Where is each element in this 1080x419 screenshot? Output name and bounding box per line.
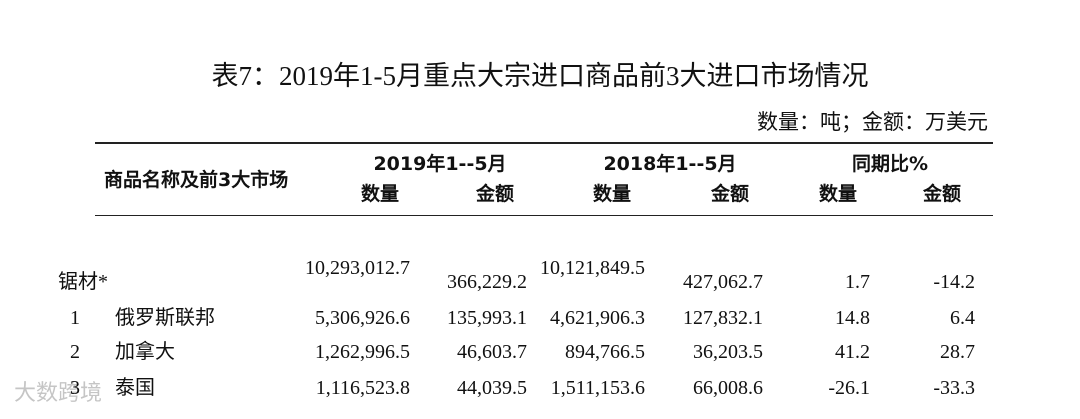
table-cell: 366,229.2 <box>447 271 527 293</box>
group-header: 2018年1--5月 <box>603 153 737 175</box>
table-cell: -14.2 <box>933 271 975 293</box>
table-cell: 127,832.1 <box>683 307 763 329</box>
row-rank: 1 <box>70 307 80 329</box>
name-header: 商品名称及前3大市场 <box>104 169 289 191</box>
table-cell: 46,603.7 <box>457 341 527 363</box>
header-rule <box>95 215 993 216</box>
title: 表7：2019年1-5月重点大宗进口商品前3大进口市场情况 <box>211 61 869 91</box>
row-name: 锯材* <box>58 271 108 293</box>
row-name: 加拿大 <box>115 341 175 363</box>
unit-note: 数量：吨；金额：万美元 <box>757 110 988 134</box>
group-header: 2019年1--5月 <box>373 153 507 175</box>
table-cell: 427,062.7 <box>683 271 763 293</box>
table-cell: 14.8 <box>835 307 870 329</box>
top-rule <box>95 142 993 144</box>
table-cell: 36,203.5 <box>693 341 763 363</box>
row-name: 俄罗斯联邦 <box>115 307 215 329</box>
table-cell: 10,293,012.7 <box>305 257 410 279</box>
row-rank: 3 <box>70 377 80 399</box>
sub-header: 数量 <box>360 183 399 205</box>
table-cell: 1,116,523.8 <box>315 377 410 399</box>
table-cell: 6.4 <box>950 307 975 329</box>
table-cell: 1,511,153.6 <box>550 377 645 399</box>
table-cell: 41.2 <box>835 341 870 363</box>
table-cell: 5,306,926.6 <box>315 307 410 329</box>
table-cell: -33.3 <box>933 377 975 399</box>
table-cell: 1,262,996.5 <box>315 341 410 363</box>
table-cell: 66,008.6 <box>693 377 763 399</box>
table-cell: 1.7 <box>845 271 870 293</box>
row-rank: 2 <box>70 341 80 363</box>
table-cell: 44,039.5 <box>457 377 527 399</box>
sub-header: 数量 <box>592 183 631 205</box>
group-header: 同期比% <box>851 153 929 175</box>
table-cell: 4,621,906.3 <box>550 307 645 329</box>
sub-header: 金额 <box>475 183 514 205</box>
row-name: 泰国 <box>115 377 155 399</box>
table-cell: 28.7 <box>940 341 975 363</box>
sub-header: 数量 <box>818 183 857 205</box>
table-cell: 10,121,849.5 <box>540 257 645 279</box>
table-cell: -26.1 <box>828 377 870 399</box>
table-cell: 135,993.1 <box>447 307 527 329</box>
table-cell: 894,766.5 <box>565 341 645 363</box>
watermark: 大数跨境 <box>14 381 103 406</box>
sub-header: 金额 <box>710 183 749 205</box>
sub-header: 金额 <box>922 183 961 205</box>
